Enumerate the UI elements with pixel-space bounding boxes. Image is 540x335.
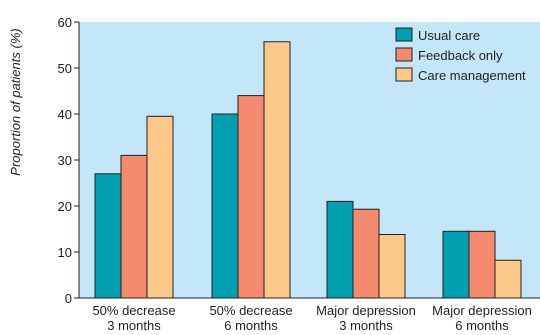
y-tick-label-40: 40 xyxy=(58,107,72,122)
bar-usual-care-1 xyxy=(94,173,122,299)
y-tick-label-0: 0 xyxy=(65,291,72,306)
bar-usual-care-2 xyxy=(211,113,239,299)
bar-feedback-only-2 xyxy=(237,95,265,299)
y-tick-label-60: 60 xyxy=(58,15,72,30)
legend: Usual care Feedback only Care management xyxy=(395,27,526,83)
bar-feedback-only-1 xyxy=(120,154,148,299)
x-tick-label-2: 50% decrease 6 months xyxy=(209,303,292,333)
x-tick-label-3: Major depression 3 months xyxy=(316,303,416,333)
x-tick-label-1: 50% decrease 3 months xyxy=(92,303,175,333)
y-axis-label: Proportion of patients (%) xyxy=(8,28,23,175)
bar-care-management-2 xyxy=(263,41,291,299)
x-tick-label-4: Major depression 6 months xyxy=(432,303,532,333)
y-tick-label-30: 30 xyxy=(58,153,72,168)
bars-group xyxy=(94,41,522,299)
y-tick-label-10: 10 xyxy=(58,245,72,260)
legend-label-care-management: Care management xyxy=(418,68,526,83)
bar-usual-care-4 xyxy=(442,230,470,299)
legend-swatch-feedback-only xyxy=(395,47,413,62)
bar-care-management-1 xyxy=(146,115,174,299)
legend-swatch-usual-care xyxy=(395,27,413,42)
bar-usual-care-3 xyxy=(326,200,354,299)
y-tick-label-20: 20 xyxy=(58,199,72,214)
y-tick-label-50: 50 xyxy=(58,61,72,76)
legend-label-feedback-only: Feedback only xyxy=(418,48,503,63)
bar-feedback-only-4 xyxy=(468,230,496,299)
bar-feedback-only-3 xyxy=(352,208,380,299)
legend-label-usual-care: Usual care xyxy=(418,28,480,43)
legend-swatch-care-management xyxy=(395,67,413,82)
ticks-group: 50% decrease 3 months 50% decrease 6 months… xyxy=(58,15,532,333)
bar-care-management-3 xyxy=(378,234,406,299)
bar-care-management-4 xyxy=(494,259,522,299)
